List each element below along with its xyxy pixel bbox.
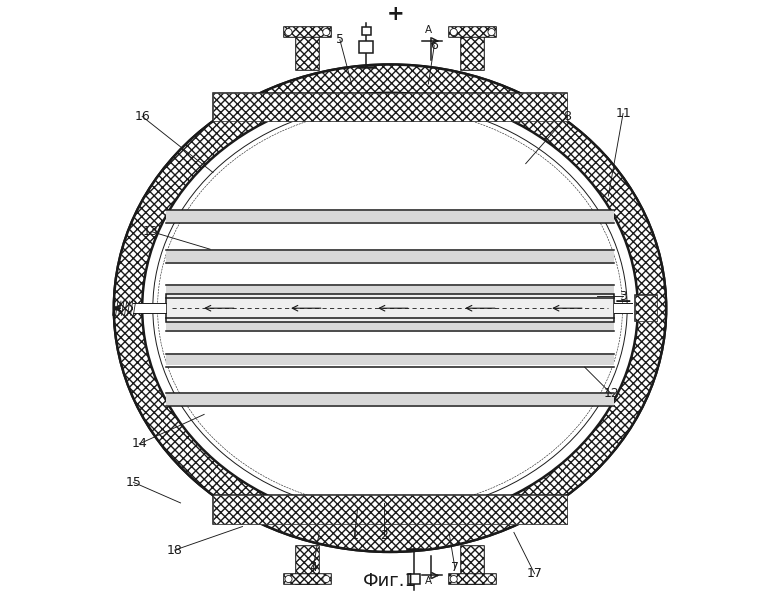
FancyBboxPatch shape: [213, 93, 567, 121]
Text: 4: 4: [310, 561, 317, 574]
FancyBboxPatch shape: [284, 574, 331, 584]
FancyBboxPatch shape: [284, 27, 331, 38]
Text: 15: 15: [126, 476, 141, 489]
FancyBboxPatch shape: [213, 495, 567, 524]
FancyBboxPatch shape: [449, 27, 496, 38]
Circle shape: [323, 576, 330, 582]
Text: 2: 2: [380, 529, 388, 542]
Text: 1: 1: [351, 529, 359, 542]
FancyBboxPatch shape: [462, 32, 484, 70]
FancyBboxPatch shape: [296, 32, 318, 70]
Text: −: −: [614, 292, 633, 312]
FancyBboxPatch shape: [166, 355, 614, 365]
FancyBboxPatch shape: [296, 546, 318, 584]
Ellipse shape: [153, 104, 627, 513]
Text: 12: 12: [604, 387, 619, 400]
FancyBboxPatch shape: [614, 304, 632, 313]
FancyBboxPatch shape: [166, 211, 614, 222]
FancyBboxPatch shape: [362, 27, 371, 35]
Text: A: A: [425, 25, 432, 35]
FancyBboxPatch shape: [166, 294, 614, 322]
Text: 16: 16: [134, 110, 150, 123]
FancyBboxPatch shape: [133, 304, 166, 313]
Text: 18: 18: [167, 544, 183, 557]
Text: 6: 6: [431, 39, 438, 52]
FancyBboxPatch shape: [166, 395, 614, 405]
FancyBboxPatch shape: [360, 41, 374, 53]
FancyBboxPatch shape: [166, 354, 614, 367]
FancyBboxPatch shape: [166, 251, 614, 262]
FancyBboxPatch shape: [449, 574, 496, 584]
FancyBboxPatch shape: [166, 393, 614, 406]
Ellipse shape: [114, 64, 666, 552]
FancyBboxPatch shape: [462, 546, 484, 584]
FancyBboxPatch shape: [462, 546, 484, 584]
FancyBboxPatch shape: [166, 319, 614, 330]
Text: 5: 5: [336, 33, 344, 46]
Text: 11: 11: [615, 107, 631, 120]
Text: +: +: [387, 4, 405, 24]
FancyBboxPatch shape: [213, 93, 567, 121]
Ellipse shape: [142, 93, 638, 524]
Text: Фиг.1: Фиг.1: [363, 572, 417, 590]
Text: 7: 7: [451, 561, 459, 574]
Text: A: A: [425, 576, 432, 587]
FancyBboxPatch shape: [225, 96, 555, 118]
FancyBboxPatch shape: [166, 210, 614, 223]
Circle shape: [450, 28, 457, 36]
FancyBboxPatch shape: [166, 285, 614, 298]
FancyBboxPatch shape: [296, 546, 318, 584]
Text: 3: 3: [619, 290, 627, 303]
FancyBboxPatch shape: [166, 318, 614, 331]
Text: 14: 14: [131, 438, 147, 450]
FancyBboxPatch shape: [284, 574, 331, 584]
FancyBboxPatch shape: [213, 495, 567, 524]
Circle shape: [450, 576, 457, 582]
Ellipse shape: [114, 64, 666, 552]
FancyBboxPatch shape: [449, 27, 496, 38]
FancyBboxPatch shape: [296, 32, 318, 70]
FancyBboxPatch shape: [166, 287, 614, 297]
Text: 8: 8: [563, 110, 571, 123]
Circle shape: [323, 28, 330, 36]
FancyBboxPatch shape: [408, 574, 420, 584]
Circle shape: [488, 28, 495, 36]
Text: 17: 17: [526, 567, 543, 580]
Circle shape: [488, 576, 495, 582]
FancyBboxPatch shape: [462, 32, 484, 70]
FancyBboxPatch shape: [449, 574, 496, 584]
FancyBboxPatch shape: [166, 250, 614, 263]
FancyBboxPatch shape: [635, 295, 658, 321]
FancyBboxPatch shape: [284, 27, 331, 38]
Text: 13: 13: [144, 225, 159, 238]
Circle shape: [285, 576, 292, 582]
FancyBboxPatch shape: [635, 295, 658, 321]
Circle shape: [285, 28, 292, 36]
